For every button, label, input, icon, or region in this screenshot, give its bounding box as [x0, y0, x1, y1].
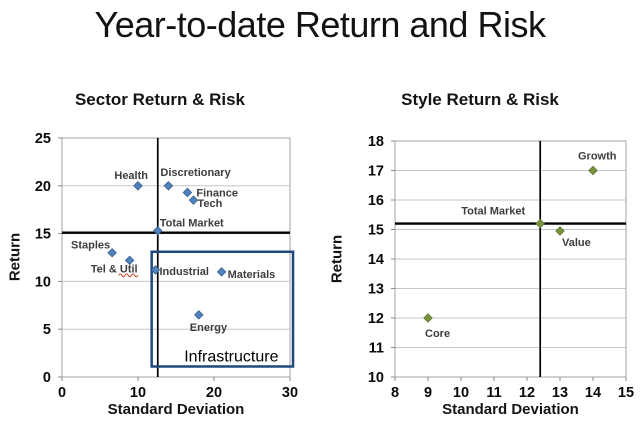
- y-tick-label: 14: [368, 252, 384, 268]
- point-label-finance: Finance: [196, 187, 238, 199]
- y-tick-label: 18: [368, 134, 384, 150]
- x-tick-label: 20: [206, 385, 222, 401]
- y-tick-label: 0: [43, 370, 51, 386]
- infrastructure-box: [150, 250, 295, 368]
- plot-border: [61, 137, 291, 378]
- data-point-core: [423, 313, 433, 323]
- sector-chart-title: Sector Return & Risk: [74, 90, 246, 109]
- sector-x-axis-label: Standard Deviation: [107, 401, 245, 418]
- point-label-value: Value: [562, 237, 591, 249]
- point-label-core: Core: [425, 328, 450, 340]
- page-title: Year-to-date Return and Risk: [94, 4, 546, 45]
- x-tick-label: 10: [130, 385, 146, 401]
- point-label-total-market: Total Market: [461, 206, 525, 218]
- x-tick-label: 14: [585, 385, 601, 401]
- data-point-growth: [588, 165, 598, 176]
- data-point-discretionary: [163, 181, 174, 191]
- y-tick-label: 20: [35, 179, 51, 195]
- y-tick-label: 17: [368, 164, 384, 180]
- y-tick-label: 13: [368, 282, 384, 298]
- data-point-materials: [216, 267, 227, 277]
- sector-chart: Sector Return & Risk Return 0 10 20 30 0 5 10 1…: [0, 80, 320, 445]
- point-label-total-market: Total Market: [160, 218, 224, 230]
- data-point-total-market: [152, 225, 163, 236]
- data-point-finance: [182, 187, 193, 198]
- point-label-materials: Materials: [228, 269, 276, 281]
- y-tick-label: 5: [43, 322, 51, 338]
- data-point-value: [555, 226, 565, 236]
- point-label-energy: Energy: [190, 322, 228, 334]
- y-tick-label: 15: [368, 223, 384, 239]
- x-tick-label: 13: [552, 385, 568, 401]
- data-point-staples: [107, 247, 117, 258]
- y-tick-label: 11: [369, 341, 384, 357]
- style-x-axis-label: Standard Deviation: [442, 401, 579, 418]
- data-point-tech: [188, 195, 199, 205]
- y-tick-label: 25: [35, 131, 51, 147]
- point-label-tel-util: Tel & Util: [91, 263, 138, 275]
- style-chart-plot: 8 9 10 11 12 13 14 15 10 11 12 13 14 15 16 17 18 Growth To…: [368, 134, 634, 401]
- data-point-total-market: [535, 218, 545, 229]
- point-label-health: Health: [114, 170, 148, 182]
- x-tick-label: 12: [519, 385, 535, 401]
- y-tick-label: 12: [368, 311, 384, 327]
- y-tick-label: 15: [35, 227, 51, 243]
- y-tick-label: 16: [368, 193, 384, 209]
- style-chart: Style Return & Risk Return 8 9 10 11 12 13 14 1…: [320, 80, 640, 445]
- data-point-industrial: [150, 265, 161, 275]
- x-tick-label: 10: [453, 385, 469, 401]
- y-tick-label: 10: [368, 370, 384, 386]
- data-point-tel-util: [124, 255, 135, 266]
- x-tick-label: 8: [391, 385, 399, 401]
- point-label-staples: Staples: [71, 240, 110, 252]
- x-tick-label: 11: [486, 385, 501, 401]
- y-tick-label: 10: [35, 274, 51, 290]
- data-point-energy: [194, 310, 204, 320]
- style-chart-title: Style Return & Risk: [401, 90, 559, 109]
- x-tick-label: 15: [618, 385, 634, 401]
- x-tick-label: 9: [424, 385, 432, 401]
- point-label-discretionary: Discretionary: [160, 167, 231, 179]
- infrastructure-box-label: Infrastructure: [184, 348, 278, 365]
- data-point-health: [133, 181, 143, 191]
- point-label-tech: Tech: [197, 198, 222, 210]
- spellcheck-underline: [118, 273, 139, 278]
- sector-chart-plot: 0 10 20 30 0 5 10 15 20 25 Infrastructure Health Dis…: [35, 131, 298, 401]
- point-label-industrial: Industrial: [159, 266, 209, 278]
- x-tick-label: 0: [58, 385, 66, 401]
- x-tick-label: 30: [282, 385, 298, 401]
- point-label-growth: Growth: [578, 151, 617, 163]
